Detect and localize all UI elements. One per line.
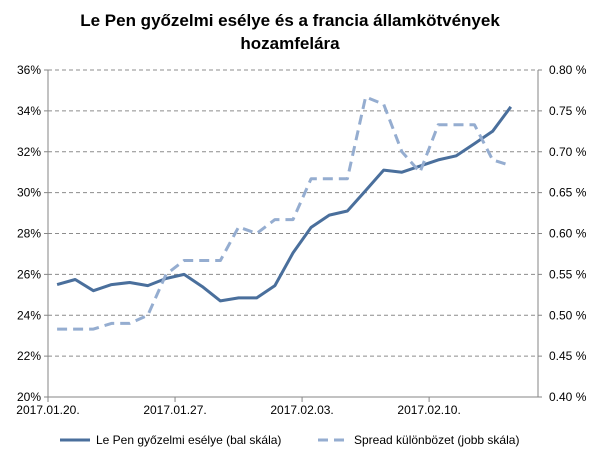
series-line-1	[56, 105, 513, 303]
right-axis-tick-label: 0.75 %	[549, 104, 587, 118]
left-axis-tick-label: 26%	[17, 267, 41, 281]
right-axis-tick-label: 0.45 %	[549, 349, 587, 363]
series-lines	[56, 95, 513, 331]
gridlines	[48, 69, 538, 357]
right-axis-tick-label: 0.80 %	[549, 63, 587, 77]
legend-label-2: Spread különbözet (jobb skála)	[354, 433, 519, 447]
left-axis-tick-label: 34%	[17, 104, 41, 118]
x-axis-tick-label: 2017.01.20.	[16, 403, 79, 417]
right-axis-tick-label: 0.40 %	[549, 390, 587, 404]
right-axis-tick-label: 0.50 %	[549, 308, 587, 322]
series-line-2	[57, 95, 512, 331]
legend-label-1: Le Pen győzelmi esélye (bal skála)	[96, 433, 281, 447]
right-axis-tick-label: 0.55 %	[549, 267, 587, 281]
left-axis-tick-label: 28%	[17, 227, 41, 241]
chart-title-line-1: Le Pen győzelmi esélye és a francia álla…	[80, 11, 500, 30]
right-axis-tick-label: 0.65 %	[549, 186, 587, 200]
left-axis-tick-label: 20%	[17, 390, 41, 404]
x-axis-tick-label: 2017.01.27.	[143, 403, 206, 417]
legend: Le Pen győzelmi esélye (bal skála) Spread…	[60, 433, 519, 447]
x-axis-tick-label: 2017.02.10.	[397, 403, 460, 417]
right-axis-tick-label: 0.70 %	[549, 145, 587, 159]
left-axis-tick-label: 32%	[17, 145, 41, 159]
left-axis-tick-label: 30%	[17, 186, 41, 200]
left-axis-tick-label: 22%	[17, 349, 41, 363]
chart-title-line-2: hozamfelára	[240, 34, 340, 53]
right-axis-tick-label: 0.60 %	[549, 227, 587, 241]
left-axis-tick-label: 36%	[17, 63, 41, 77]
axes: 20% 22% 24% 26% 28% 30% 32% 34% 36% 0.40 % 0.45 % 0…	[16, 63, 586, 417]
left-axis-tick-label: 24%	[17, 308, 41, 322]
x-axis-tick-label: 2017.02.03.	[270, 403, 333, 417]
